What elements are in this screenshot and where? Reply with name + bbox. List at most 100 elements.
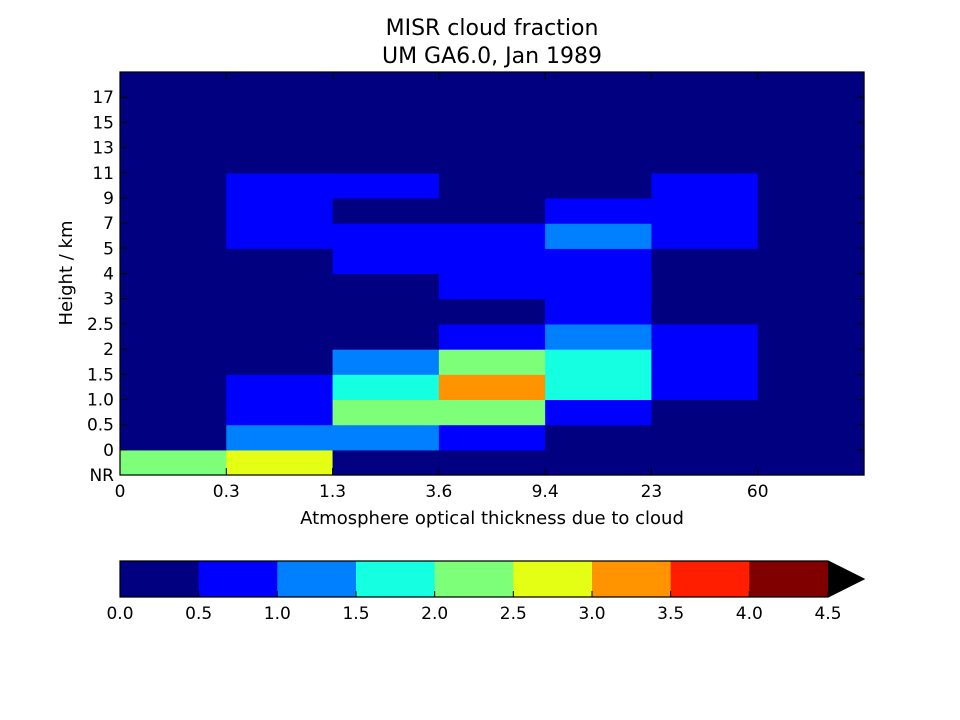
heatmap-cell <box>438 424 546 451</box>
y-tick-label: 9 <box>103 189 114 209</box>
colorbar-segment <box>670 561 750 597</box>
colorbar-segment <box>120 561 200 597</box>
heatmap-cell <box>545 424 653 451</box>
y-tick-label: 13 <box>92 139 114 159</box>
heatmap-cell <box>226 273 334 300</box>
heatmap-cell <box>757 298 865 325</box>
heatmap-cell <box>438 147 546 174</box>
heatmap-cell <box>438 298 546 325</box>
heatmap-cell <box>226 147 334 174</box>
heatmap-cell <box>545 449 653 476</box>
heatmap-cell <box>757 349 865 375</box>
heatmap-cell <box>757 248 865 275</box>
heatmap-cell <box>545 147 653 174</box>
y-ticks: NR 0 0.5 1.0 1.5 2 2.5 3 4 5 7 9 11 13 15 17 <box>87 88 864 486</box>
colorbar-tick-label: 1.0 <box>264 604 291 624</box>
heatmap-cell <box>226 424 334 451</box>
heatmap-cell <box>651 399 759 426</box>
heatmap-cell <box>545 399 653 426</box>
heatmap-cell <box>120 298 227 325</box>
heatmap-cell <box>226 72 334 98</box>
y-tick-label: 2.5 <box>87 315 114 335</box>
heatmap-cell <box>120 97 227 123</box>
heatmap-cell <box>545 323 653 350</box>
heatmap-cell <box>545 72 653 98</box>
heatmap-cell <box>545 172 653 199</box>
heatmap-cell <box>438 374 546 401</box>
colorbar-segment <box>434 561 514 597</box>
heatmap-cell <box>332 97 440 123</box>
y-tick-label: 15 <box>92 113 114 133</box>
heatmap-cell <box>651 374 759 401</box>
heatmap-cell <box>545 97 653 123</box>
heatmap-cell <box>757 72 865 98</box>
heatmap-cell <box>332 374 440 401</box>
colorbar-segment <box>592 561 672 597</box>
colorbar-tick-label: 4.5 <box>814 604 841 624</box>
heatmap-cell <box>757 273 865 300</box>
heatmap-cell <box>545 298 653 325</box>
heatmap-cell <box>651 172 759 199</box>
colorbar-extend-arrow <box>828 561 864 597</box>
y-tick-label: 0.5 <box>87 416 114 436</box>
heatmap-cell <box>651 97 759 123</box>
colorbar: 0.0 0.5 1.0 1.5 2.0 2.5 3.0 3.5 4.0 4.5 <box>106 560 866 624</box>
heatmap-cell <box>438 248 546 275</box>
heatmap-cell <box>757 374 865 401</box>
chart-title: MISR cloud fraction <box>386 16 599 41</box>
heatmap-cell <box>332 349 440 375</box>
x-tick-label: 60 <box>747 482 769 502</box>
y-tick-label: 11 <box>92 164 114 184</box>
heatmap-cell <box>545 248 653 275</box>
heatmap-cell <box>651 248 759 275</box>
heatmap-cell <box>332 399 440 426</box>
heatmap-cell <box>545 349 653 375</box>
heatmap-cell <box>438 97 546 123</box>
colorbar-tick-label: 0.0 <box>106 604 133 624</box>
heatmap-cell <box>651 424 759 451</box>
heatmap-cell <box>120 449 227 476</box>
x-tick-label: 0.3 <box>213 482 240 502</box>
heatmap-cell <box>332 323 440 350</box>
heatmap-cell <box>226 223 334 249</box>
y-tick-label: 0 <box>103 441 114 461</box>
y-tick-label: 2 <box>103 340 114 360</box>
heatmap-cell <box>226 449 334 476</box>
heatmap-cell <box>226 374 334 401</box>
heatmap-cell <box>120 147 227 174</box>
colorbar-tick-label: 0.5 <box>185 604 212 624</box>
heatmap-cell <box>120 374 227 401</box>
heatmap-cell <box>120 172 227 199</box>
colorbar-segment <box>513 561 593 597</box>
heatmap-cell <box>332 197 440 224</box>
heatmap-cell <box>332 298 440 325</box>
heatmap-cell <box>332 424 440 451</box>
heatmap-cell <box>120 424 227 451</box>
heatmap-cell <box>226 248 334 275</box>
heatmap-cell <box>651 323 759 350</box>
heatmap-cell <box>651 273 759 300</box>
heatmap-cell <box>438 323 546 350</box>
heatmap-cell <box>438 449 546 476</box>
heatmap-cell <box>332 223 440 249</box>
x-tick-label: 0 <box>115 482 126 502</box>
x-ticks: 0 0.3 1.3 3.6 9.4 23 60 <box>115 72 769 502</box>
heatmap-cell <box>438 197 546 224</box>
heatmap-cell <box>651 349 759 375</box>
x-tick-label: 23 <box>641 482 663 502</box>
heatmap-cell <box>438 72 546 98</box>
heatmap-cell <box>651 449 759 476</box>
y-tick-label: 7 <box>103 214 114 234</box>
y-tick-label: NR <box>89 466 114 486</box>
heatmap-cell <box>545 223 653 249</box>
heatmap-cell <box>545 197 653 224</box>
y-tick-label: 4 <box>103 265 114 285</box>
heatmap-cells <box>120 72 865 476</box>
heatmap-cell <box>757 97 865 123</box>
heatmap-cell <box>226 349 334 375</box>
heatmap-cell <box>226 399 334 426</box>
heatmap-cell <box>332 248 440 275</box>
colorbar-tick-label: 1.5 <box>342 604 369 624</box>
heatmap-cell <box>332 72 440 98</box>
colorbar-tick-label: 4.0 <box>736 604 763 624</box>
